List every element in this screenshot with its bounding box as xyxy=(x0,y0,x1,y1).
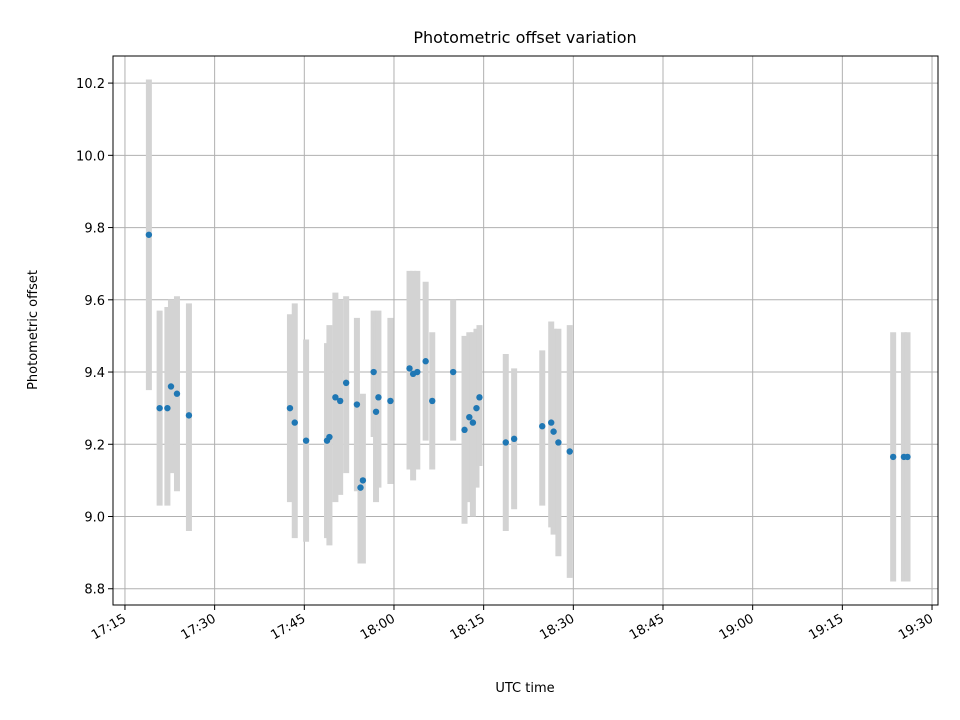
data-point xyxy=(904,453,911,461)
data-point xyxy=(372,408,380,415)
data-point xyxy=(357,484,364,491)
y-tick-label: 9.4 xyxy=(84,366,105,381)
data-point xyxy=(332,394,339,401)
data-point xyxy=(548,419,555,426)
data-point xyxy=(291,419,298,426)
y-tick-label: 8.8 xyxy=(84,583,105,598)
data-point xyxy=(342,379,350,387)
data-point xyxy=(566,448,573,455)
data-point xyxy=(414,368,421,376)
data-point xyxy=(336,397,344,405)
y-tick-label: 9.0 xyxy=(84,511,105,526)
data-point xyxy=(406,365,413,372)
y-tick-label: 9.2 xyxy=(84,438,105,453)
data-point xyxy=(185,412,193,419)
data-point xyxy=(387,397,394,405)
data-point xyxy=(461,426,468,434)
data-point xyxy=(466,413,473,421)
y-axis-ticks: 8.8 9.0 9.2 9.4 9.6 9.8 10.0 10.2 xyxy=(76,77,113,598)
data-point xyxy=(173,390,181,397)
data-point xyxy=(375,394,382,401)
y-tick-label: 10.0 xyxy=(76,149,105,164)
data-point xyxy=(510,435,518,443)
data-point xyxy=(476,394,483,401)
data-point xyxy=(555,439,562,446)
y-axis-label: Photometric offset xyxy=(26,270,41,390)
y-tick-label: 9.6 xyxy=(84,294,105,309)
x-axis-label: UTC time xyxy=(495,681,554,696)
data-point xyxy=(539,423,546,430)
data-point xyxy=(302,437,310,444)
data-point xyxy=(473,404,480,412)
data-point xyxy=(353,401,361,408)
data-point xyxy=(359,477,367,484)
data-point xyxy=(429,397,436,405)
data-point xyxy=(502,439,509,446)
data-point xyxy=(370,368,377,376)
data-point xyxy=(449,368,457,376)
data-point xyxy=(286,404,294,412)
grid xyxy=(113,56,938,605)
data-point xyxy=(469,419,477,426)
data-points xyxy=(145,231,911,491)
data-point xyxy=(156,404,163,412)
data-point xyxy=(422,358,429,365)
y-tick-label: 10.2 xyxy=(76,77,105,92)
y-tick-label: 9.8 xyxy=(84,222,105,237)
plot-frame xyxy=(112,55,939,606)
chart-title: Photometric offset variation xyxy=(413,28,636,47)
data-point xyxy=(167,383,175,390)
data-point xyxy=(550,428,557,435)
data-point xyxy=(326,433,333,441)
data-point xyxy=(145,231,153,238)
data-point xyxy=(164,404,171,412)
data-point xyxy=(889,453,897,461)
plot-area xyxy=(113,56,938,605)
